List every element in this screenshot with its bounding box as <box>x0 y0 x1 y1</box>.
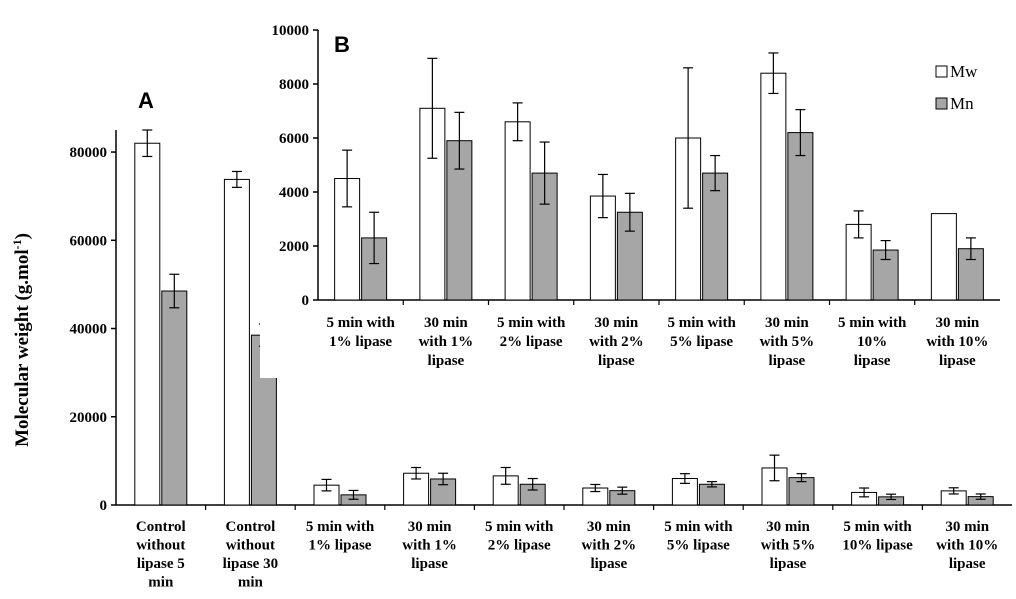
bar-mn <box>702 172 729 301</box>
category-label: with 1% <box>402 538 457 554</box>
bar-mw <box>760 72 787 301</box>
category-label: 2% lipase <box>500 334 563 350</box>
panel-a-bars <box>134 129 994 506</box>
category-label: 30 min <box>424 315 468 331</box>
category-label: 5% lipase <box>667 538 730 554</box>
panel-b: B 0 2000 4000 6000 8000 10000 5 min with 1% li… <box>260 18 1016 378</box>
y-tick-label: 10000 <box>272 23 310 39</box>
panel-b-category-labels: 5 min with 1% lipase 30 min with 1% lipase 5 … <box>326 315 988 369</box>
legend-label-mn: Mn <box>950 94 974 113</box>
category-label: lipase <box>770 556 807 572</box>
category-label: with 10% <box>926 334 988 350</box>
category-label: with 2% <box>589 334 644 350</box>
category-label: 30 min <box>408 519 452 535</box>
y-tick-label: 0 <box>302 293 310 309</box>
y-tick-label: 6000 <box>279 131 309 147</box>
category-label: with 5% <box>761 538 816 554</box>
bar-mw <box>930 213 957 301</box>
category-label: 30 min <box>587 519 631 535</box>
bar-mw <box>504 121 531 301</box>
category-label: 5 min with <box>664 519 733 535</box>
category-label: 5% lipase <box>670 334 733 350</box>
panel-b-label: B <box>334 32 350 57</box>
category-label: 5 min with <box>326 315 395 331</box>
category-label: 5 min with <box>497 315 566 331</box>
category-label: lipase <box>949 556 986 572</box>
legend-swatch-mn <box>935 97 948 110</box>
category-label: 30 min <box>594 315 638 331</box>
y-tick-label: 4000 <box>279 185 309 201</box>
category-label: lipase <box>411 556 448 572</box>
category-label: 1% lipase <box>329 334 392 350</box>
panel-b-bars <box>334 52 984 301</box>
bar-mn <box>161 290 188 506</box>
panel-a-label: A <box>138 88 154 113</box>
y-tick-label: 0 <box>100 498 108 514</box>
panel-a-category-labels: Control without lipase 5 min Control without l… <box>136 519 998 591</box>
category-label: lipase <box>939 353 976 369</box>
category-label: with 10% <box>936 538 998 554</box>
category-label: without <box>226 538 275 554</box>
category-label: lipase <box>590 556 627 572</box>
category-label: 10% lipase <box>842 538 913 554</box>
category-label: lipase <box>854 353 891 369</box>
legend-label-mw: Mw <box>950 62 978 81</box>
y-tick-label: 40000 <box>70 322 108 338</box>
category-label: 30 min <box>945 519 989 535</box>
legend-swatch-mw <box>935 65 948 78</box>
bar-mn <box>787 132 814 301</box>
category-label: min <box>238 575 264 591</box>
category-label: 5 min with <box>667 315 736 331</box>
category-label: 30 min <box>765 315 809 331</box>
category-label: with 5% <box>760 334 815 350</box>
y-tick-label: 2000 <box>279 239 309 255</box>
category-label: 30 min <box>935 315 979 331</box>
panel-b-y-ticks: 0 2000 4000 6000 8000 10000 <box>272 23 916 309</box>
panel-a: A Molecular weight (g.mol-1) 02000040000… <box>10 88 1012 591</box>
category-label: 5 min with <box>838 315 907 331</box>
y-tick-label: 20000 <box>70 410 108 426</box>
category-label: 10% <box>857 334 887 350</box>
category-label: Control <box>226 519 276 535</box>
category-label: 2% lipase <box>488 538 551 554</box>
y-tick-label: 60000 <box>70 233 108 249</box>
category-label: lipase <box>428 353 465 369</box>
category-label: 5 min with <box>306 519 375 535</box>
bar-mw <box>223 178 250 506</box>
category-label: with 1% <box>419 334 474 350</box>
panel-a-y-axis-label: Molecular weight (g.mol-1) <box>10 233 33 447</box>
panel-b-background <box>260 18 1016 378</box>
category-label: with 2% <box>582 538 637 554</box>
category-label: without <box>136 538 185 554</box>
legend: Mw Mn <box>935 62 978 113</box>
bar-mw <box>134 142 161 506</box>
category-label: lipase <box>769 353 806 369</box>
category-label: Control <box>136 519 186 535</box>
category-label: lipase 30 <box>223 556 278 572</box>
category-label: 5 min with <box>843 519 912 535</box>
category-label: 30 min <box>766 519 810 535</box>
category-label: lipase <box>598 353 635 369</box>
category-label: 5 min with <box>485 519 554 535</box>
category-label: 1% lipase <box>309 538 372 554</box>
category-label: min <box>148 575 174 591</box>
category-label: lipase 5 <box>137 556 185 572</box>
y-tick-label: 8000 <box>279 77 309 93</box>
y-tick-label: 80000 <box>70 145 108 161</box>
